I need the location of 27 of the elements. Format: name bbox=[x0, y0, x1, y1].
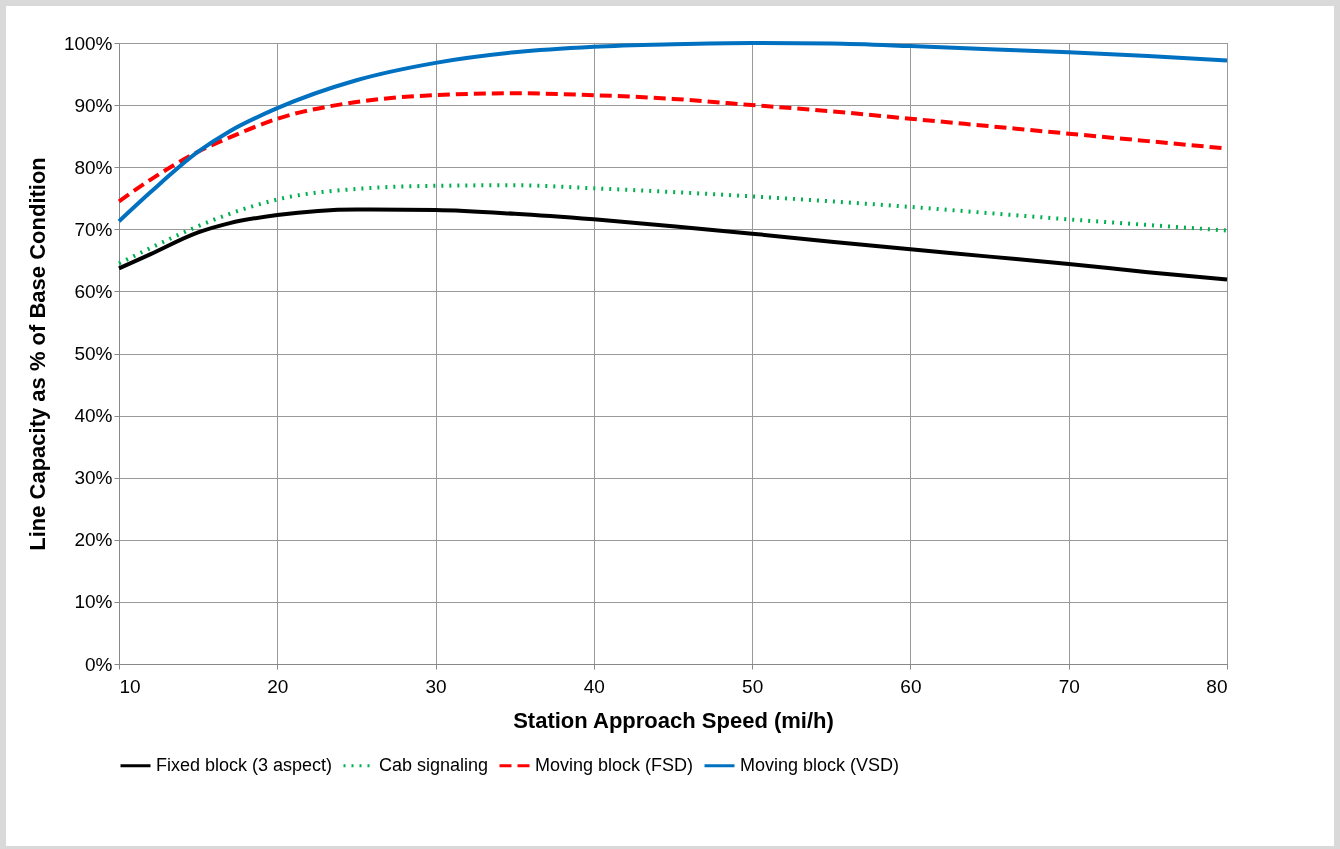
x-tick-label: 60 bbox=[900, 675, 922, 697]
legend-label: Moving block (VSD) bbox=[740, 754, 900, 775]
y-tick-label: 50% bbox=[74, 343, 113, 364]
x-tick-label: 10 bbox=[119, 675, 141, 697]
x-tick-label: 80 bbox=[1206, 675, 1228, 697]
y-tick-label: 10% bbox=[74, 591, 113, 613]
y-tick-label: 80% bbox=[74, 156, 113, 178]
y-tick-label: 0% bbox=[85, 653, 113, 675]
legend-label: Fixed block (3 aspect) bbox=[156, 754, 333, 775]
x-tick-label: 70 bbox=[1058, 675, 1080, 697]
x-tick-label: 30 bbox=[425, 675, 447, 697]
y-tick-label: 70% bbox=[74, 218, 113, 240]
legend-label: Cab signaling bbox=[379, 754, 489, 775]
y-tick-label: 100% bbox=[63, 32, 113, 54]
line-series bbox=[117, 207, 1229, 282]
y-tick-label: 30% bbox=[74, 467, 113, 489]
y-tick-label: 90% bbox=[74, 94, 113, 116]
legend-label: Moving block (FSD) bbox=[535, 754, 694, 775]
line-series bbox=[117, 183, 1229, 266]
x-tick-label: 50 bbox=[742, 675, 764, 697]
y-tick-label: 60% bbox=[74, 280, 113, 302]
x-axis-title: Station Approach Speed (mi/h) bbox=[513, 707, 834, 733]
y-tick-label: 20% bbox=[74, 529, 113, 551]
y-tick-label: 40% bbox=[74, 405, 113, 427]
y-axis-title: Line Capacity as % of Base Condition bbox=[24, 157, 50, 551]
x-tick-label: 20 bbox=[267, 675, 289, 697]
x-tick-label: 40 bbox=[583, 675, 605, 697]
